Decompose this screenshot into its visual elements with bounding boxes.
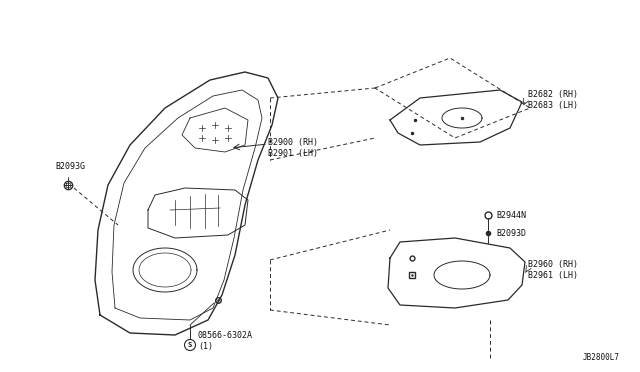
Text: B2093D: B2093D: [496, 228, 526, 237]
Text: 08566-6302A
(1): 08566-6302A (1): [198, 331, 253, 351]
Text: JB2800L7: JB2800L7: [583, 353, 620, 362]
Text: B2944N: B2944N: [496, 211, 526, 219]
Text: B2900 (RH)
B2901 (LH): B2900 (RH) B2901 (LH): [268, 138, 318, 158]
Text: B2093G: B2093G: [55, 162, 85, 171]
Text: S: S: [188, 342, 192, 348]
Text: B2960 (RH)
B2961 (LH): B2960 (RH) B2961 (LH): [528, 260, 578, 280]
Text: B2682 (RH)
B2683 (LH): B2682 (RH) B2683 (LH): [528, 90, 578, 110]
